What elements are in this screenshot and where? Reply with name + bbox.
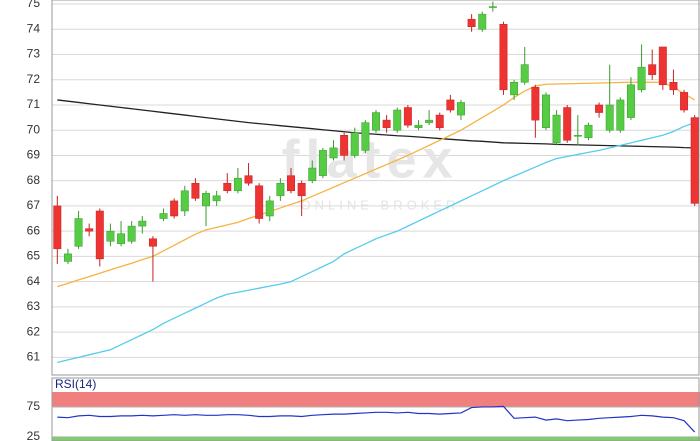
y-tick-label: 68 xyxy=(27,173,41,187)
candle-body xyxy=(510,82,519,96)
candle-body xyxy=(414,124,423,128)
candle-body xyxy=(276,182,285,197)
candle-body xyxy=(669,82,678,91)
candle-body xyxy=(191,182,200,199)
candle-body xyxy=(85,228,94,232)
candle-body xyxy=(223,182,232,192)
overbought-band xyxy=(52,392,700,407)
candle-body xyxy=(648,64,657,75)
candle-body xyxy=(372,112,380,131)
candle-body xyxy=(605,104,614,131)
y-tick-label: 25 xyxy=(27,429,41,441)
candle-body xyxy=(541,94,550,128)
candle-body xyxy=(658,46,667,86)
plot-frame xyxy=(51,0,700,376)
y-tick-label: 72 xyxy=(27,72,41,86)
rsi-frame xyxy=(51,377,700,441)
candle-body xyxy=(127,225,136,242)
moving-average-line xyxy=(57,81,696,288)
candle-body xyxy=(53,205,62,250)
candle-body xyxy=(265,200,274,217)
y-tick-label: 62 xyxy=(27,324,41,338)
candle-body xyxy=(318,150,327,176)
candle-body xyxy=(117,233,126,245)
y-tick-label: 73 xyxy=(27,47,41,61)
moving-average-line xyxy=(57,99,695,149)
candle-body xyxy=(148,238,157,247)
y-tick-label: 75 xyxy=(27,399,41,413)
candle-body xyxy=(690,117,699,204)
y-tick-label: 71 xyxy=(27,97,41,111)
candle-body xyxy=(95,210,104,260)
watermark-subtitle: ONLINE BROKER xyxy=(301,197,460,212)
candle-body xyxy=(74,218,83,247)
rsi-line xyxy=(57,405,696,433)
candle-body xyxy=(180,190,189,212)
candle-body xyxy=(435,114,444,128)
y-tick-label: 74 xyxy=(27,21,41,35)
candle-body xyxy=(308,167,317,181)
oversold-band xyxy=(52,436,700,441)
candle-body xyxy=(488,6,497,8)
y-tick-label: 66 xyxy=(27,223,41,237)
candle-body xyxy=(382,119,391,128)
candle-body xyxy=(467,18,476,27)
y-tick-label: 65 xyxy=(27,249,41,263)
candle-body xyxy=(499,23,508,91)
candle-body xyxy=(595,104,604,113)
candle-body xyxy=(520,64,529,83)
candle-body xyxy=(393,109,402,131)
y-tick-label: 63 xyxy=(27,299,41,313)
candle-body xyxy=(573,135,582,137)
candle-body xyxy=(212,195,221,202)
y-tick-label: 67 xyxy=(27,198,41,212)
candle-body xyxy=(361,122,370,151)
candle-body xyxy=(63,253,72,262)
moving-average-line xyxy=(57,122,695,364)
candle-body xyxy=(138,220,147,227)
y-tick-label: 61 xyxy=(27,350,41,364)
rsi-title: RSI(14) xyxy=(55,377,96,391)
y-tick-label: 75 xyxy=(27,0,41,10)
candle-body xyxy=(329,147,338,159)
candle-body xyxy=(340,135,349,156)
y-tick-label: 69 xyxy=(27,148,41,162)
candle-body xyxy=(233,177,242,192)
candle-body xyxy=(626,84,635,118)
candle-body xyxy=(563,107,572,141)
candle-body xyxy=(478,13,487,30)
candle-body xyxy=(616,99,625,131)
candle-body xyxy=(244,175,253,184)
candle-body xyxy=(446,99,455,111)
candle-body xyxy=(584,124,593,139)
candle-body xyxy=(350,132,359,156)
y-tick-label: 64 xyxy=(27,274,41,288)
candle-body xyxy=(457,102,465,116)
candle-body xyxy=(637,66,646,91)
candle-body xyxy=(552,114,561,144)
candle-body xyxy=(297,182,306,197)
candle-body xyxy=(531,87,540,121)
y-tick-label: 70 xyxy=(27,122,41,136)
candle-body xyxy=(425,119,434,123)
candle-body xyxy=(202,193,211,207)
candle-body xyxy=(159,213,168,219)
candle-body xyxy=(287,175,295,192)
candle-body xyxy=(403,107,412,126)
candle-body xyxy=(255,185,264,219)
candle-body xyxy=(170,200,179,217)
candle-body xyxy=(680,92,689,111)
candle-body xyxy=(106,230,115,242)
